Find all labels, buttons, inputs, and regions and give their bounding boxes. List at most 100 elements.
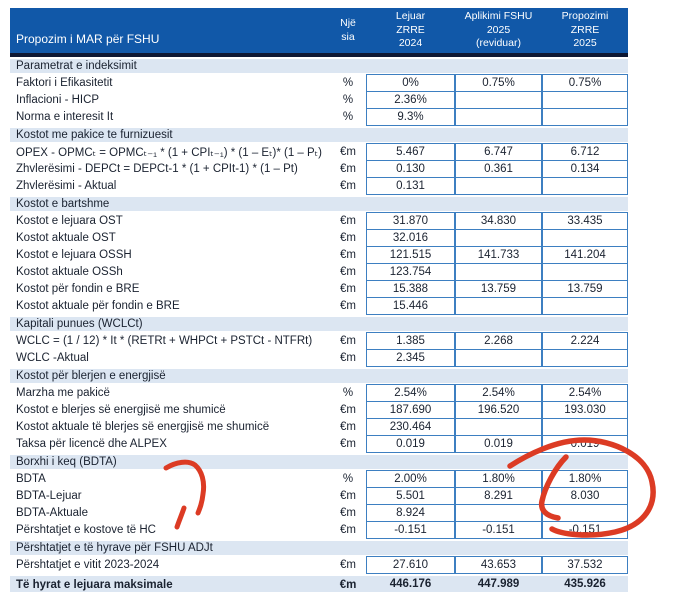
table-row: Inflacioni - HICP % 2.36%	[10, 91, 628, 109]
value-cell-propozimi-2025: 2.54%	[542, 384, 628, 402]
row-label: Faktori i Efikasitetit	[16, 77, 113, 89]
value-cell-lejuar-2024: 31.870	[366, 212, 455, 230]
value-cell-propozimi-2025	[542, 263, 628, 281]
table-row: WCLC -Aktual €m 2.345	[10, 349, 628, 367]
table-row: BDTA-Lejuar €m 5.501 8.291 8.030	[10, 487, 628, 505]
table-row: BDTA-Aktuale €m 8.924	[10, 504, 628, 522]
value-cell-aplikimi-2025: 8.291	[455, 487, 542, 505]
row-unit: €m	[339, 579, 357, 591]
table-row: OPEX - OPMCₜ = OPMCₜ₋₁ * (1 + CPIₜ₋₁) * …	[10, 143, 628, 161]
value-cell-lejuar-2024: 27.610	[366, 556, 455, 574]
value-cell-lejuar-2024: 2.345	[366, 349, 455, 367]
value-cell-aplikimi-2025: 141.733	[455, 246, 542, 264]
row-unit: €m	[340, 507, 356, 519]
value-cell-propozimi-2025: -0.151	[542, 521, 628, 539]
value-cell-lejuar-2024: 121.515	[366, 246, 455, 264]
value-cell-propozimi-2025	[542, 108, 628, 126]
table-row: BDTA % 2.00% 1.80% 1.80%	[10, 470, 628, 488]
row-label: Inflacioni - HICP	[16, 94, 100, 106]
value-cell-propozimi-2025	[542, 418, 628, 436]
row-label: Kostot aktuale OSSh	[16, 266, 123, 278]
table-row: Borxhi i keq (BDTA)	[10, 453, 628, 470]
value-cell-aplikimi-2025	[455, 349, 542, 367]
value-cell-lejuar-2024: 8.924	[366, 504, 455, 522]
row-label: BDTA-Aktuale	[16, 507, 89, 519]
row-unit: €m	[340, 180, 356, 192]
row-label: Kostot e lejuara OSSH	[16, 249, 132, 261]
row-label: Kostot aktuale për fondin e BRE	[16, 300, 180, 312]
row-label: Norma e interesit It	[16, 111, 114, 123]
row-label: Përshtatjet e vitit 2023-2024	[16, 559, 160, 571]
section-label: Përshtatjet e të hyrave për FSHU ADJt	[16, 542, 213, 554]
table-row: Kostot aktuale OST €m 32.016	[10, 229, 628, 247]
table-row: Kostot aktuale OSSh €m 123.754	[10, 263, 628, 281]
table-row: WCLC = (1 / 12) * It * (RETRt + WHPCt + …	[10, 332, 628, 350]
row-unit: €m	[340, 215, 356, 227]
value-cell-aplikimi-2025: 2.54%	[455, 384, 542, 402]
row-label: Kostot aktuale të blerjes së energjisë m…	[16, 421, 270, 433]
value-cell-propozimi-2025	[542, 297, 628, 315]
value-cell-propozimi-2025: 2.224	[542, 332, 628, 350]
table-row: Kostot e lejuara OST €m 31.870 34.830 33…	[10, 212, 628, 230]
value-cell-aplikimi-2025: 447.989	[477, 578, 520, 590]
table-row: Kostot aktuale për fondin e BRE €m 15.44…	[10, 297, 628, 315]
value-cell-propozimi-2025: 6.712	[542, 143, 628, 161]
value-cell-aplikimi-2025: 0.75%	[455, 74, 542, 92]
value-cell-lejuar-2024: 2.54%	[366, 384, 455, 402]
value-cell-aplikimi-2025: 43.653	[455, 556, 542, 574]
value-cell-lejuar-2024: 0.019	[366, 435, 455, 453]
row-unit: €m	[340, 266, 356, 278]
row-label: Taksa për licencë dhe ALPEX	[16, 438, 167, 450]
row-unit: %	[342, 111, 354, 123]
value-cell-lejuar-2024: 5.501	[366, 487, 455, 505]
value-cell-aplikimi-2025	[455, 91, 542, 109]
value-cell-propozimi-2025: 8.030	[542, 487, 628, 505]
value-cell-aplikimi-2025: -0.151	[455, 521, 542, 539]
row-unit: €m	[340, 232, 356, 244]
row-label: Kostot aktuale OST	[16, 232, 116, 244]
value-cell-propozimi-2025: 435.926	[564, 578, 606, 590]
value-cell-aplikimi-2025	[455, 263, 542, 281]
value-cell-aplikimi-2025	[455, 229, 542, 247]
table-row: Kapitali punues (WCLCt)	[10, 315, 628, 332]
row-unit: €m	[340, 490, 356, 502]
row-unit: %	[342, 94, 354, 106]
value-cell-lejuar-2024: 2.00%	[366, 470, 455, 488]
value-cell-lejuar-2024: 230.464	[366, 418, 455, 436]
table-row: Kostot për blerjen e energjisë	[10, 367, 628, 384]
table-row: Zhvlerësimi - Aktual €m 0.131	[10, 177, 628, 195]
row-label: Kostot e lejuara OST	[16, 215, 123, 227]
value-cell-propozimi-2025	[542, 91, 628, 109]
row-unit: €m	[340, 146, 356, 158]
table-row: Përshtatjet e të hyrave për FSHU ADJt	[10, 539, 628, 556]
value-cell-lejuar-2024: 123.754	[366, 263, 455, 281]
value-cell-propozimi-2025: 0.019	[542, 435, 628, 453]
value-cell-aplikimi-2025: 0.019	[455, 435, 542, 453]
row-label: BDTA	[16, 473, 46, 485]
row-label: OPEX - OPMCₜ = OPMCₜ₋₁ * (1 + CPIₜ₋₁) * …	[16, 147, 322, 159]
value-cell-aplikimi-2025: 2.268	[455, 332, 542, 350]
row-unit: €m	[340, 163, 356, 175]
section-label: Borxhi i keq (BDTA)	[16, 456, 117, 468]
row-label: BDTA-Lejuar	[16, 490, 82, 502]
value-cell-propozimi-2025: 193.030	[542, 401, 628, 419]
value-cell-lejuar-2024: 15.446	[366, 297, 455, 315]
value-cell-lejuar-2024: 2.36%	[366, 91, 455, 109]
section-label: Kostot me pakice te furnizuesit	[16, 129, 173, 141]
table-row: Kostot e bartshme	[10, 195, 628, 212]
column-header-unit: Një sia	[340, 16, 356, 43]
row-label: WCLC = (1 / 12) * It * (RETRt + WHPCt + …	[16, 335, 313, 347]
value-cell-propozimi-2025	[542, 349, 628, 367]
column-header-aplikimi-fshu-2025: Aplikimi FSHU 2025 (reviduar)	[464, 10, 533, 50]
table-row: Kostot aktuale të blerjes së energjisë m…	[10, 418, 628, 436]
table-row: Taksa për licencë dhe ALPEX €m 0.019 0.0…	[10, 435, 628, 453]
column-header-lejuar-zrre-2024: Lejuar ZRRE 2024	[395, 10, 426, 50]
table-header: Propozim i MAR për FSHU Një sia Lejuar Z…	[10, 8, 628, 53]
column-header-propozimi-zrre-2025: Propozimi ZRRE 2025	[561, 10, 609, 50]
row-unit: €m	[340, 524, 356, 536]
value-cell-lejuar-2024: 187.690	[366, 401, 455, 419]
value-cell-propozimi-2025: 141.204	[542, 246, 628, 264]
row-unit: €m	[340, 335, 356, 347]
value-cell-lejuar-2024: 1.385	[366, 332, 455, 350]
row-label: Marzha me pakicë	[16, 387, 110, 399]
